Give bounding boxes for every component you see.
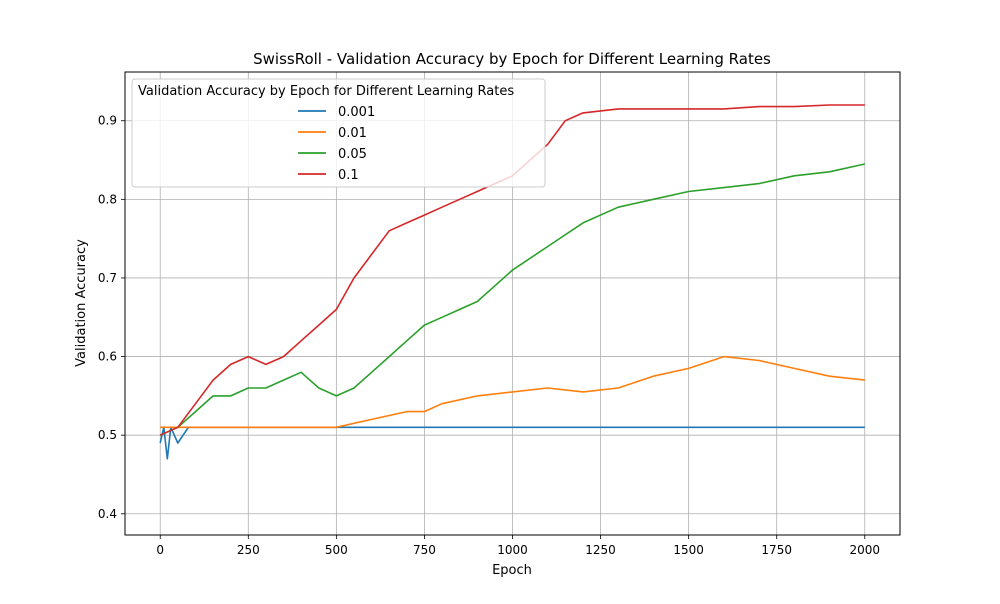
tick-layer: 0 250 500 750 1000 1250 1500 1750 2000 0.4 0.5 0.6 0… [98,114,880,557]
x-tick-label: 750 [413,543,436,557]
series-line-0.05 [159,163,865,436]
x-tick-label: 0 [156,543,164,557]
x-tick-label: 250 [237,543,260,557]
x-tick-label: 500 [325,543,348,557]
y-axis-label: Validation Accuracy [74,239,89,367]
x-tick-label: 1000 [497,543,528,557]
series-line-0.1 [159,104,865,436]
legend-items: 0.001 0.01 0.05 0.1 [298,105,375,183]
y-tick-label: 0.9 [98,114,117,128]
y-tick-label: 0.6 [98,350,117,364]
series-layer [159,104,865,460]
x-tick-label: 2000 [849,543,880,557]
legend: Validation Accuracy by Epoch for Differe… [131,78,546,188]
legend-label: 0.05 [338,147,367,162]
chart-title: SwissRoll - Validation Accuracy by Epoch… [253,50,771,68]
legend-label: 0.1 [338,168,359,183]
legend-title: Validation Accuracy by Epoch for Differe… [138,84,514,99]
y-tick-label: 0.8 [98,192,117,206]
x-tick-label: 1750 [761,543,792,557]
x-tick-label: 1500 [673,543,704,557]
x-axis-label: Epoch [492,563,532,578]
y-tick-label: 0.5 [98,428,117,442]
series-line-0.01 [160,355,865,429]
y-tick-label: 0.7 [98,271,117,285]
x-tick-label: 1250 [585,543,616,557]
legend-label: 0.001 [338,105,375,120]
legend-box [131,78,546,188]
y-tick-label: 0.4 [98,507,117,521]
legend-label: 0.01 [338,126,367,141]
